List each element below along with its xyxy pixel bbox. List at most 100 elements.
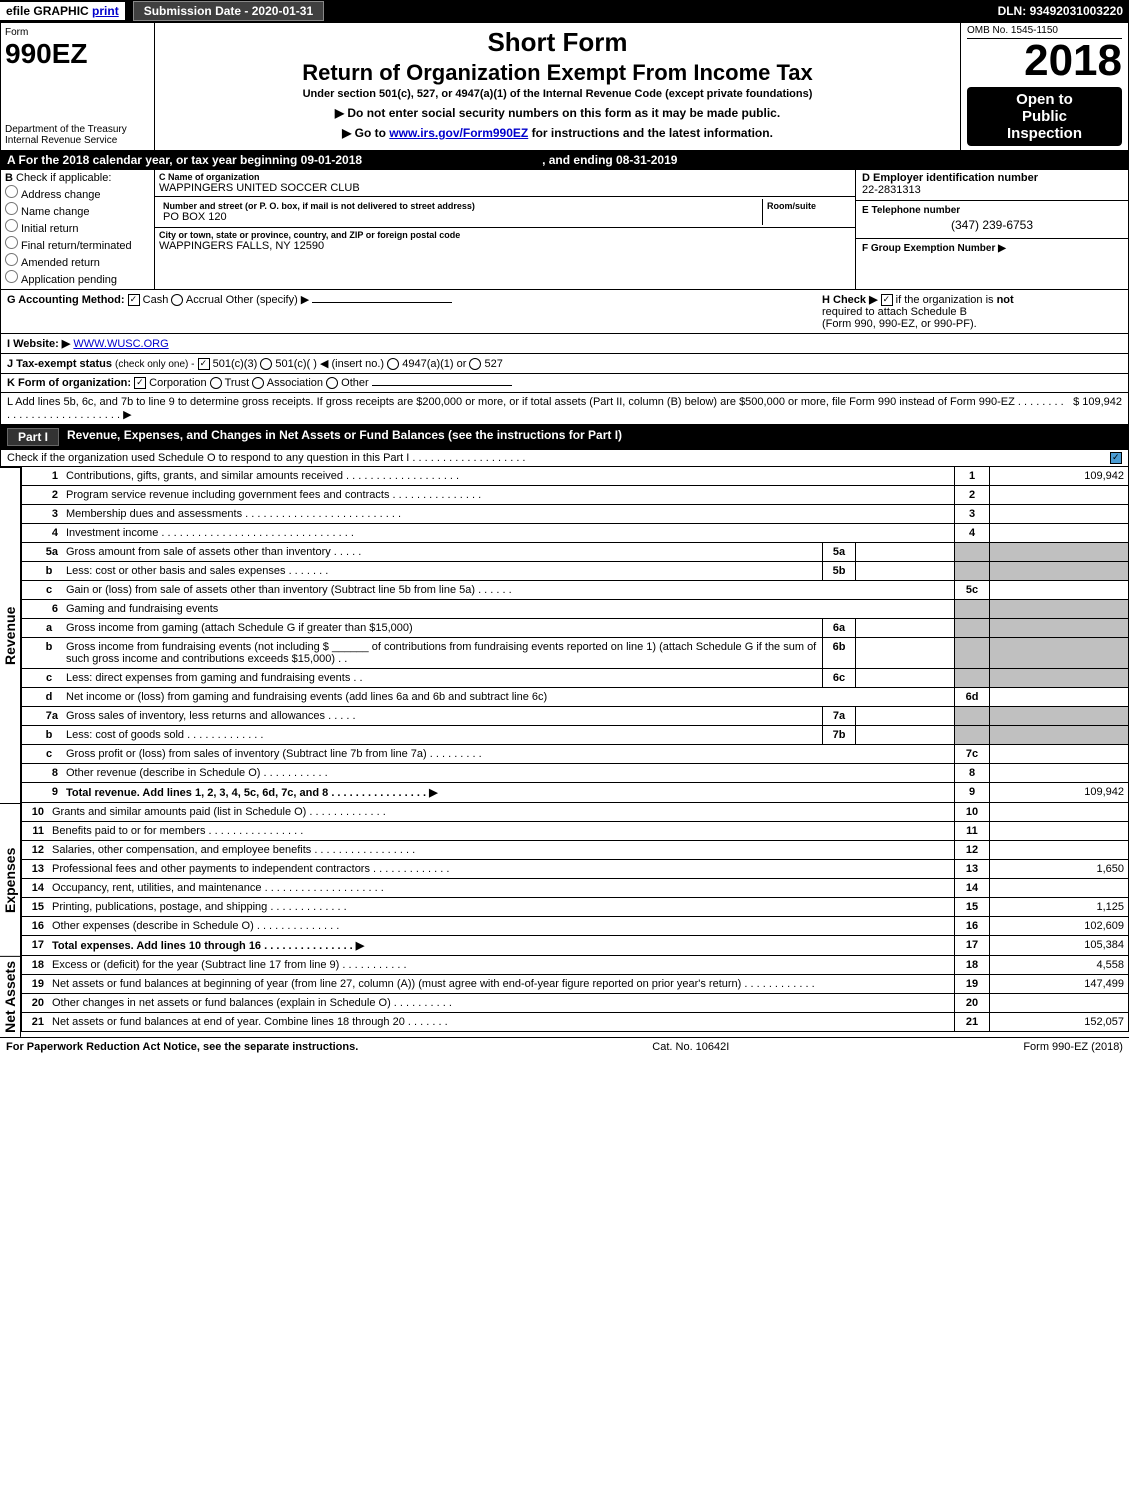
radio-527[interactable] bbox=[469, 358, 481, 370]
line7a-desc: Gross sales of inventory, less returns a… bbox=[62, 707, 823, 726]
line3-desc: Membership dues and assessments . . . . … bbox=[62, 505, 955, 524]
radio-other-org[interactable] bbox=[326, 377, 338, 389]
radio-final-return[interactable] bbox=[5, 236, 18, 249]
radio-name-change[interactable] bbox=[5, 202, 18, 215]
b-checkif: Check if applicable: bbox=[16, 172, 111, 184]
table-row: aGross income from gaming (attach Schedu… bbox=[22, 619, 1129, 638]
dln-value: 93492031003220 bbox=[1030, 4, 1123, 18]
org-name-cell: C Name of organization WAPPINGERS UNITED… bbox=[155, 170, 855, 197]
table-row: 5aGross amount from sale of assets other… bbox=[22, 543, 1129, 562]
line20-num: 20 bbox=[955, 994, 990, 1013]
line16-val: 102,609 bbox=[990, 917, 1129, 936]
row-g-h: G Accounting Method: Cash Accrual Other … bbox=[1, 290, 1128, 334]
table-row: 20Other changes in net assets or fund ba… bbox=[22, 994, 1129, 1013]
line13-num: 13 bbox=[955, 860, 990, 879]
phone-label: E Telephone number bbox=[862, 205, 1122, 216]
lbl-address-change: Address change bbox=[21, 189, 101, 201]
radio-application-pending[interactable] bbox=[5, 270, 18, 283]
submission-date-button[interactable]: Submission Date - 2020-01-31 bbox=[133, 1, 324, 21]
chk-address-change[interactable]: Address change bbox=[5, 185, 150, 201]
chk-application-pending[interactable]: Application pending bbox=[5, 270, 150, 286]
gray-cell bbox=[955, 619, 990, 638]
radio-accrual[interactable] bbox=[171, 294, 183, 306]
table-row: 2Program service revenue including gover… bbox=[22, 486, 1129, 505]
table-row: bLess: cost of goods sold . . . . . . . … bbox=[22, 726, 1129, 745]
gray-cell bbox=[990, 638, 1129, 669]
line10-num: 10 bbox=[955, 803, 990, 822]
print-link[interactable]: print bbox=[92, 4, 119, 18]
irs-link[interactable]: www.irs.gov/Form990EZ bbox=[389, 126, 528, 140]
row-l: L Add lines 5b, 6c, and 7b to line 9 to … bbox=[1, 393, 1128, 424]
line20-val bbox=[990, 994, 1129, 1013]
year-box: OMB No. 1545-1150 2018 Open to Public In… bbox=[961, 23, 1128, 150]
line13-val: 1,650 bbox=[990, 860, 1129, 879]
table-row: 1Contributions, gifts, grants, and simil… bbox=[22, 467, 1129, 486]
line6a-desc: Gross income from gaming (attach Schedul… bbox=[62, 619, 823, 638]
row-g: G Accounting Method: Cash Accrual Other … bbox=[1, 290, 816, 333]
chk-initial-return[interactable]: Initial return bbox=[5, 219, 150, 235]
chk-corp[interactable] bbox=[134, 377, 146, 389]
radio-assoc[interactable] bbox=[252, 377, 264, 389]
lbl-name-change: Name change bbox=[21, 206, 90, 218]
period-begin: A For the 2018 calendar year, or tax yea… bbox=[7, 153, 362, 167]
line6c-mv bbox=[856, 669, 955, 688]
line8-val bbox=[990, 764, 1129, 783]
line10-desc: Grants and similar amounts paid (list in… bbox=[48, 803, 955, 822]
radio-address-change[interactable] bbox=[5, 185, 18, 198]
inspect-2: Public bbox=[969, 108, 1120, 125]
gray-cell bbox=[955, 669, 990, 688]
line3-num: 3 bbox=[955, 505, 990, 524]
j-o2: 501(c)( ) ◀ (insert no.) bbox=[275, 358, 384, 370]
table-row: cGross profit or (loss) from sales of in… bbox=[22, 745, 1129, 764]
subtitle: Under section 501(c), 527, or 4947(a)(1)… bbox=[163, 88, 952, 100]
inspect-3: Inspection bbox=[969, 125, 1120, 142]
street-val: PO BOX 120 bbox=[163, 211, 758, 223]
table-row: 3Membership dues and assessments . . . .… bbox=[22, 505, 1129, 524]
side-revenue: Revenue bbox=[0, 467, 21, 803]
ein-label: D Employer identification number bbox=[862, 172, 1122, 184]
lbl-initial-return: Initial return bbox=[21, 223, 78, 235]
table-row: cLess: direct expenses from gaming and f… bbox=[22, 669, 1129, 688]
line11-val bbox=[990, 822, 1129, 841]
phone-value: (347) 239-6753 bbox=[862, 218, 1122, 232]
line5b-desc: Less: cost or other basis and sales expe… bbox=[62, 562, 823, 581]
line6b-mv bbox=[856, 638, 955, 669]
city-label: City or town, state or province, country… bbox=[159, 230, 851, 240]
j-note: (check only one) - bbox=[115, 359, 194, 370]
other-org-input[interactable] bbox=[372, 385, 512, 386]
main-title: Return of Organization Exempt From Incom… bbox=[163, 60, 952, 86]
line6b-desc: Gross income from fundraising events (no… bbox=[62, 638, 823, 669]
radio-amended-return[interactable] bbox=[5, 253, 18, 266]
form-header: Form 990EZ Department of the Treasury In… bbox=[0, 22, 1129, 151]
chk-name-change[interactable]: Name change bbox=[5, 202, 150, 218]
radio-4947[interactable] bbox=[387, 358, 399, 370]
chk-501c3[interactable] bbox=[198, 358, 210, 370]
table-row: 6Gaming and fundraising events bbox=[22, 600, 1129, 619]
website-link[interactable]: WWW.WUSC.ORG bbox=[73, 338, 168, 350]
line20-desc: Other changes in net assets or fund bala… bbox=[48, 994, 955, 1013]
line4-num: 4 bbox=[955, 524, 990, 543]
chk-h[interactable] bbox=[881, 294, 893, 306]
dept-treasury: Department of the Treasury Internal Reve… bbox=[5, 124, 150, 146]
line6a-mv bbox=[856, 619, 955, 638]
footer-right: Form 990-EZ (2018) bbox=[1023, 1041, 1123, 1053]
radio-trust[interactable] bbox=[210, 377, 222, 389]
warn2-suffix: for instructions and the latest informat… bbox=[532, 126, 773, 140]
inspect-1: Open to bbox=[969, 91, 1120, 108]
chk-amended-return[interactable]: Amended return bbox=[5, 253, 150, 269]
line5a-mv bbox=[856, 543, 955, 562]
website-label: I Website: ▶ bbox=[7, 338, 70, 350]
table-row: 8Other revenue (describe in Schedule O) … bbox=[22, 764, 1129, 783]
gray-cell bbox=[990, 600, 1129, 619]
table-row: 7aGross sales of inventory, less returns… bbox=[22, 707, 1129, 726]
chk-final-return[interactable]: Final return/terminated bbox=[5, 236, 150, 252]
radio-initial-return[interactable] bbox=[5, 219, 18, 232]
line2-val bbox=[990, 486, 1129, 505]
ein-value: 22-2831313 bbox=[862, 184, 1122, 196]
other-specify-input[interactable] bbox=[312, 302, 452, 303]
chk-schedule-o[interactable] bbox=[1110, 452, 1122, 464]
line6c-desc: Less: direct expenses from gaming and fu… bbox=[62, 669, 823, 688]
line5a-desc: Gross amount from sale of assets other t… bbox=[62, 543, 823, 562]
radio-501c[interactable] bbox=[260, 358, 272, 370]
chk-cash[interactable] bbox=[128, 294, 140, 306]
